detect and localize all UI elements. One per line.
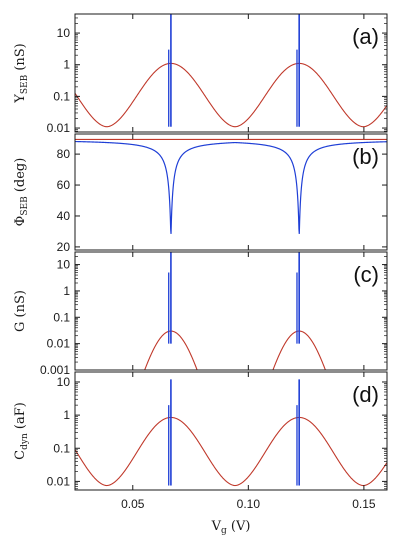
y-axis-title-sub: SEB [20,74,30,94]
y-axis-title-base: G [13,322,28,332]
y-tick-label: 1 [63,284,70,298]
y-axis-title-base: Y [13,94,28,104]
x-tick-label: 0.05 [121,497,145,511]
panel-tag: (d) [352,382,379,407]
panel-d: 0.01 0.1 1 10 0.05 0.10 0.15 Cdyn (aF) (d) [13,371,388,511]
plot-area [144,252,326,370]
y-tick-label: 0.01 [47,121,71,135]
x-tick-label: 0.15 [352,497,376,511]
series-dip-line [75,140,387,234]
y-axis-title: YSEB (nS) [13,43,30,104]
y-tick-label: 20 [57,240,71,254]
y-tick-label: 0.1 [53,89,70,103]
y-axis-title-unit: (deg) [13,158,28,197]
panel-c: 0.001 0.01 0.1 1 10 G (nS) (c) [13,251,388,377]
plot-area [75,379,387,487]
y-axis-title-sub: dyn [20,433,30,450]
x-axis-title-unit: (V) [227,519,251,534]
x-axis-title-base: V [211,519,222,534]
y-axis-title-base: Φ [13,216,28,227]
y-axis-title: G (nS) [13,290,28,332]
panel-a: 0.01 0.1 1 10 YSEB (nS) (a) [13,13,388,135]
y-tick-label: 10 [57,258,71,272]
y-tick-label: 10 [57,26,71,40]
y-axis-title: ΦSEB (deg) [13,158,30,227]
panel-frame [74,251,388,371]
y-tick-label: 0.1 [53,310,70,324]
series-bell-line [75,62,387,128]
plot-area [75,14,387,128]
x-tick-label: 0.10 [237,497,261,511]
plot-area [75,138,387,234]
y-tick-label: 0.01 [47,337,71,351]
panel-frame [74,13,388,133]
panel-tag: (a) [352,24,379,49]
series-bell-line [75,416,387,487]
y-axis-title-sub: SEB [20,196,30,216]
y-tick-label: 0.01 [47,474,71,488]
y-axis-title-base: C [13,450,28,460]
x-axis-title: Vg (V) [211,519,251,536]
y-axis-title: Cdyn (aF) [13,402,30,460]
x-axis-title-sub: g [221,526,227,536]
panel-frame [74,371,388,491]
series-bell-line [144,330,326,370]
y-tick-label: 0.001 [40,363,70,377]
y-tick-label: 1 [63,58,70,72]
y-tick-label: 1 [63,408,70,422]
y-tick-label: 10 [57,375,71,389]
y-axis-title-unit: (nS) [13,43,28,75]
panel-b: 20 40 60 80 ΦSEB (deg) (b) [13,133,388,254]
panel-tag: (b) [352,144,379,169]
y-axis-title-unit: (aF) [13,402,28,433]
y-tick-label: 0.1 [53,441,70,455]
panel-frame [74,133,388,251]
y-tick-label: 60 [57,178,71,192]
y-tick-label: 40 [57,209,71,223]
y-axis-title-unit: (nS) [13,290,28,322]
panel-tag: (c) [353,262,379,287]
y-tick-label: 80 [57,147,71,161]
